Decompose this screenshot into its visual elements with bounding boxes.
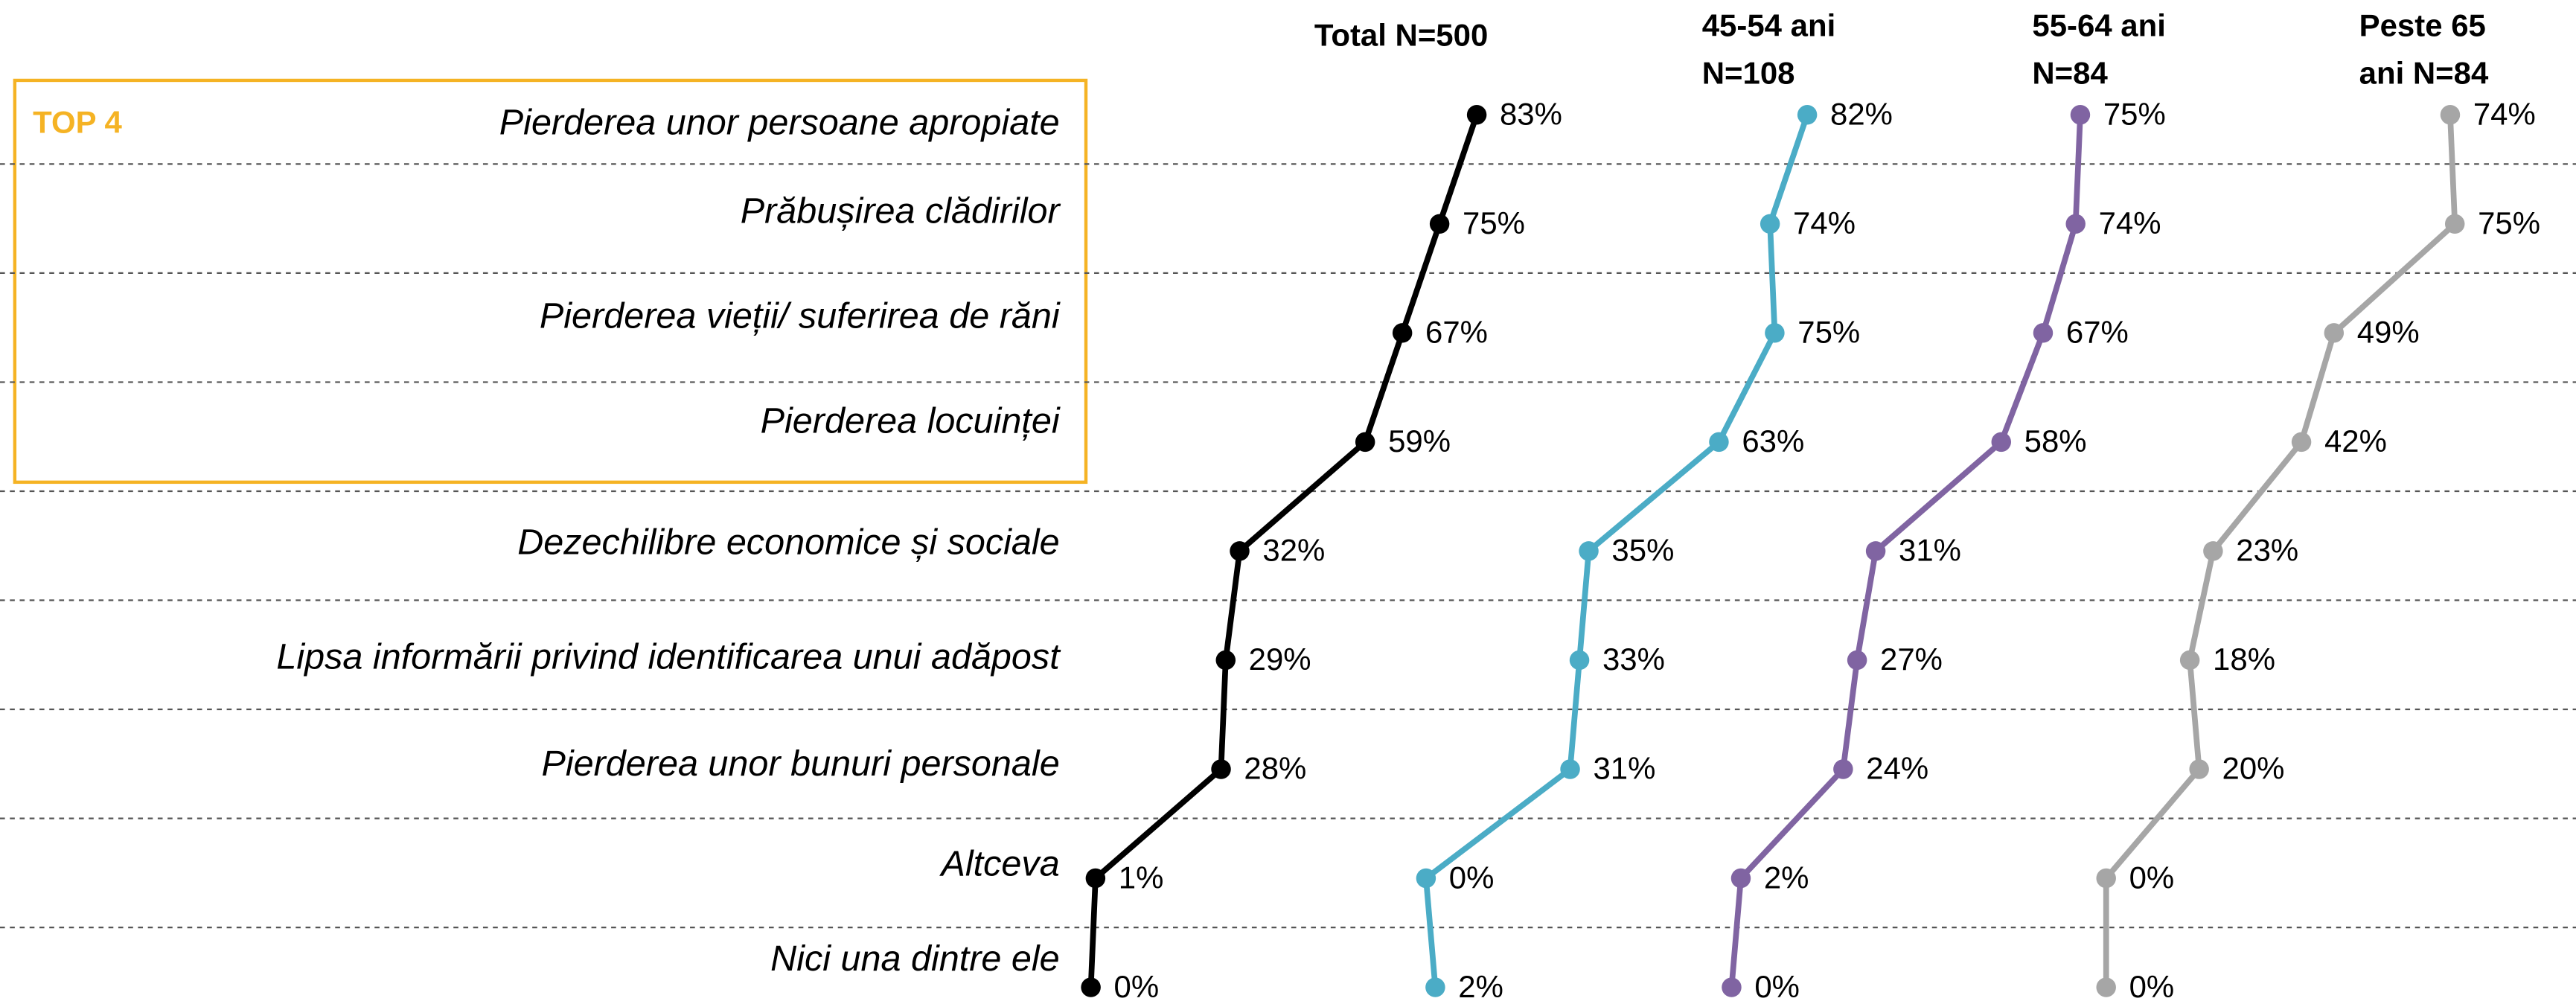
value-label: 75% [1797,315,1860,350]
annotation: TOP 4 [33,105,122,140]
value-label: 58% [2024,423,2087,458]
category-label: Lipsa informării privind identificarea u… [276,637,1061,677]
point [1215,650,1236,671]
series-header: Peste 65 ani N=84 [2359,10,2489,92]
value-label: 33% [1602,642,1665,677]
value-label: 20% [2222,751,2285,786]
point [1466,105,1487,125]
point [2189,759,2209,779]
category-label: Nici una dintre ele [770,939,1060,979]
value-label: 83% [1500,97,1562,132]
point [1569,650,1590,671]
value-label: 2% [1458,969,1503,1004]
point [1722,977,1742,997]
value-label: 35% [1611,533,1674,568]
point [1081,977,1101,997]
value-label: 2% [1764,860,1809,895]
point [1833,759,1853,779]
series-name: Peste 65 ani N=84 [2359,10,2489,92]
value-label: 31% [1899,533,1961,568]
point [2179,650,2200,671]
point [2096,868,2116,889]
category-label: Altceva [939,843,1060,883]
category-label: Dezechilibre economice și sociale [517,522,1059,562]
value-label: 75% [2103,97,2166,132]
value-label: 1% [1119,860,1164,895]
point [1416,868,1436,889]
value-label: 18% [2213,642,2275,677]
value-label: 28% [1244,751,1306,786]
series-name: 45-54 ani N=108 [1701,10,1836,92]
value-label: 31% [1593,751,1655,786]
value-label: 0% [1449,860,1495,895]
value-label: 42% [2324,423,2387,458]
value-label: 67% [2066,315,2129,350]
category-label: Pierderea vieții/ suferirea de răni [540,295,1061,336]
point [1392,323,1413,343]
value-label: 74% [2099,205,2161,240]
value-label: 23% [2236,533,2298,568]
point [2070,105,2091,125]
point [1765,323,1785,343]
value-label: 0% [2129,860,2175,895]
category-label: Pierderea locuinței [761,400,1061,441]
value-label: 29% [1249,642,1311,677]
value-label: 27% [1880,642,1943,677]
point [1760,214,1780,234]
point [1230,541,1250,561]
point [2033,323,2054,343]
point [2324,323,2345,343]
value-label: 75% [1463,205,1525,240]
series-name: 55-64 ani N=84 [2032,10,2166,92]
point [1579,541,1599,561]
series-header: Total N=500 [1314,19,1489,54]
value-label: 59% [1388,423,1451,458]
value-label: 75% [2478,205,2540,240]
value-label: 24% [1866,751,1928,786]
top4-box [13,78,1088,485]
value-label: 67% [1425,315,1488,350]
point [1847,650,1867,671]
point [1085,868,1106,889]
point [2096,977,2116,997]
point [1560,759,1580,779]
point [1709,432,1729,453]
value-label: 0% [2129,969,2175,1004]
series-header: 45-54 ani N=108 [1701,10,1836,92]
point [1211,759,1231,779]
point [1865,541,1886,561]
value-label: 49% [2357,315,2420,350]
category-label: Pierderea unor persoane apropiate [499,102,1060,142]
value-label: 0% [1754,969,1800,1004]
point [2203,541,2223,561]
series-header: 55-64 ani N=84 [2032,10,2166,92]
value-label: 82% [1830,97,1893,132]
series-name: Total N=500 [1314,19,1489,54]
value-label: 74% [2473,97,2536,132]
value-label: 32% [1262,533,1325,568]
point [1991,432,2012,453]
value-label: 63% [1742,423,1804,458]
category-label: Prăbușirea clădirilor [741,191,1061,231]
point [2065,214,2086,234]
category-label: Pierderea unor bunuri personale [541,744,1059,784]
point [2291,432,2312,453]
value-label: 0% [1114,969,1160,1004]
point [2444,214,2465,234]
point [1730,868,1751,889]
point [1797,105,1818,125]
point [1429,214,1450,234]
point [1425,977,1445,997]
point [2440,105,2461,125]
value-label: 74% [1793,205,1856,240]
point [1355,432,1375,453]
